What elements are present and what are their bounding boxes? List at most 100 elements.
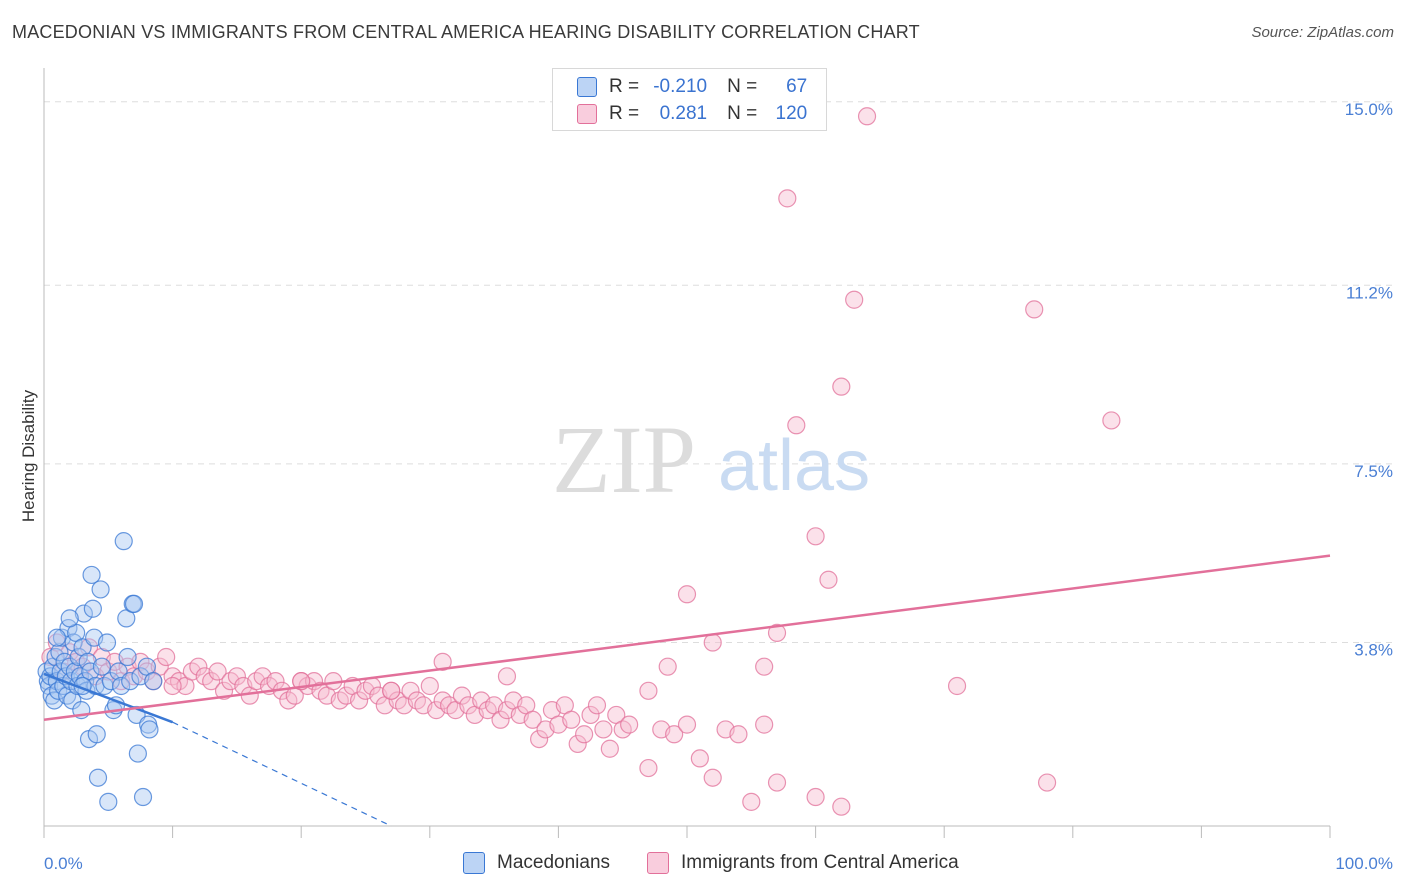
legend-swatch-pink — [577, 104, 597, 124]
macedonians-point — [101, 672, 120, 691]
immigrants-point — [806, 527, 825, 546]
immigrants-point — [767, 623, 787, 642]
immigrants-point — [491, 710, 510, 729]
legend-r-value: 0.281 — [659, 103, 708, 124]
immigrants-point — [755, 715, 774, 734]
immigrants-point — [703, 633, 722, 652]
macedonians-point — [124, 594, 144, 614]
series-immigrants-central-america-points — [41, 107, 1121, 816]
series-macedonians-points — [37, 532, 163, 811]
immigrants-point — [452, 686, 472, 705]
immigrants-point — [433, 652, 452, 671]
macedonians-point — [83, 599, 102, 618]
series-legend: Macedonians Immigrants from Central Amer… — [0, 852, 1406, 878]
immigrants-point — [857, 107, 877, 126]
immigrants-point — [575, 725, 594, 744]
watermark: ZIP atlas — [552, 406, 870, 513]
macedonians-point — [82, 565, 101, 585]
immigrants-point — [382, 681, 401, 700]
macedonians-point — [128, 744, 147, 763]
series-legend-label: Immigrants from Central America — [681, 852, 959, 873]
immigrants-point — [819, 570, 838, 589]
y-tick-label: 3.8% — [1354, 641, 1393, 660]
immigrants-point — [208, 662, 227, 681]
immigrants-point — [787, 416, 806, 435]
immigrants-point — [658, 657, 677, 676]
immigrants-point — [690, 749, 709, 768]
immigrants-point — [1025, 300, 1044, 319]
immigrants-point — [677, 715, 697, 734]
macedonians-point — [112, 676, 131, 696]
legend-n-value: 120 — [775, 103, 808, 124]
immigrants-point — [677, 585, 697, 604]
immigrants-trendline — [43, 554, 1331, 722]
legend-n-label: N = — [727, 76, 758, 97]
immigrants-point — [562, 710, 581, 729]
immigrants-point — [1102, 411, 1121, 430]
legend-row-immigrants: R = 0.281 N = 120 — [577, 102, 807, 126]
immigrants-point — [639, 758, 658, 778]
macedonians-point — [50, 643, 69, 662]
legend-row-macedonians: R = -0.210 N = 67 — [577, 75, 807, 99]
macedonians-point — [91, 580, 110, 599]
macedonians-trendline — [43, 672, 174, 724]
immigrants-point — [806, 787, 825, 807]
legend-swatch-blue — [577, 77, 597, 97]
x-tick-labels: 0.0% 100.0% — [44, 854, 1393, 873]
immigrants-point — [1037, 773, 1057, 792]
immigrants-point — [832, 377, 851, 396]
macedonians-point — [114, 532, 133, 551]
legend-r-value: -0.210 — [653, 76, 708, 97]
y-tick-labels: 3.8% 7.5% 11.2% 15.0% — [1345, 100, 1393, 660]
immigrants-point — [832, 797, 851, 816]
immigrants-point — [163, 676, 182, 696]
immigrants-point — [420, 676, 439, 696]
macedonians-point — [133, 787, 153, 807]
macedonians-point — [140, 720, 159, 739]
immigrants-point — [587, 696, 607, 715]
legend-r-label: R = — [609, 76, 640, 97]
legend-n-value: 67 — [786, 76, 808, 97]
macedonians-point — [88, 768, 108, 787]
x-tick-label-max: 100.0% — [1335, 854, 1393, 873]
immigrants-point — [767, 773, 787, 792]
immigrants-point — [755, 657, 774, 676]
immigrants-point — [401, 681, 420, 700]
chart-title: MACEDONIAN VS IMMIGRANTS FROM CENTRAL AM… — [12, 22, 920, 42]
macedonians-point — [49, 681, 68, 700]
macedonians-point — [69, 647, 88, 667]
gridlines — [44, 101, 1394, 644]
macedonians-point — [144, 672, 163, 691]
y-tick-label: 15.0% — [1345, 100, 1393, 119]
immigrants-point — [703, 768, 722, 787]
immigrants-point — [778, 189, 797, 208]
correlation-legend: R = -0.210 N = 67 R = 0.281 N = 120 — [552, 68, 827, 131]
series-legend-swatch-pink — [647, 852, 669, 874]
immigrants-point — [665, 725, 684, 744]
immigrants-point — [594, 720, 613, 739]
immigrants-point — [189, 657, 208, 676]
immigrants-point — [530, 729, 549, 749]
immigrants-point — [523, 710, 542, 729]
macedonians-point — [99, 792, 118, 811]
macedonians-point — [73, 638, 92, 657]
macedonians-point — [74, 604, 93, 623]
macedonians-point — [92, 657, 111, 676]
macedonians-point — [97, 633, 117, 652]
macedonians-point — [118, 647, 137, 667]
macedonians-point — [52, 628, 72, 647]
series-legend-label: Macedonians — [497, 852, 611, 873]
immigrants-point — [729, 725, 748, 744]
macedonians-point — [47, 628, 66, 647]
series-legend-swatch-blue — [463, 852, 485, 874]
legend-n-label: N = — [727, 103, 758, 124]
immigrants-point — [600, 739, 619, 758]
macedonians-point — [121, 672, 140, 691]
immigrants-point — [157, 647, 176, 667]
y-tick-label: 7.5% — [1354, 462, 1393, 481]
immigrants-point — [227, 667, 246, 686]
macedonians-point — [109, 662, 128, 681]
immigrants-point — [845, 290, 864, 309]
immigrants-point — [639, 681, 658, 700]
